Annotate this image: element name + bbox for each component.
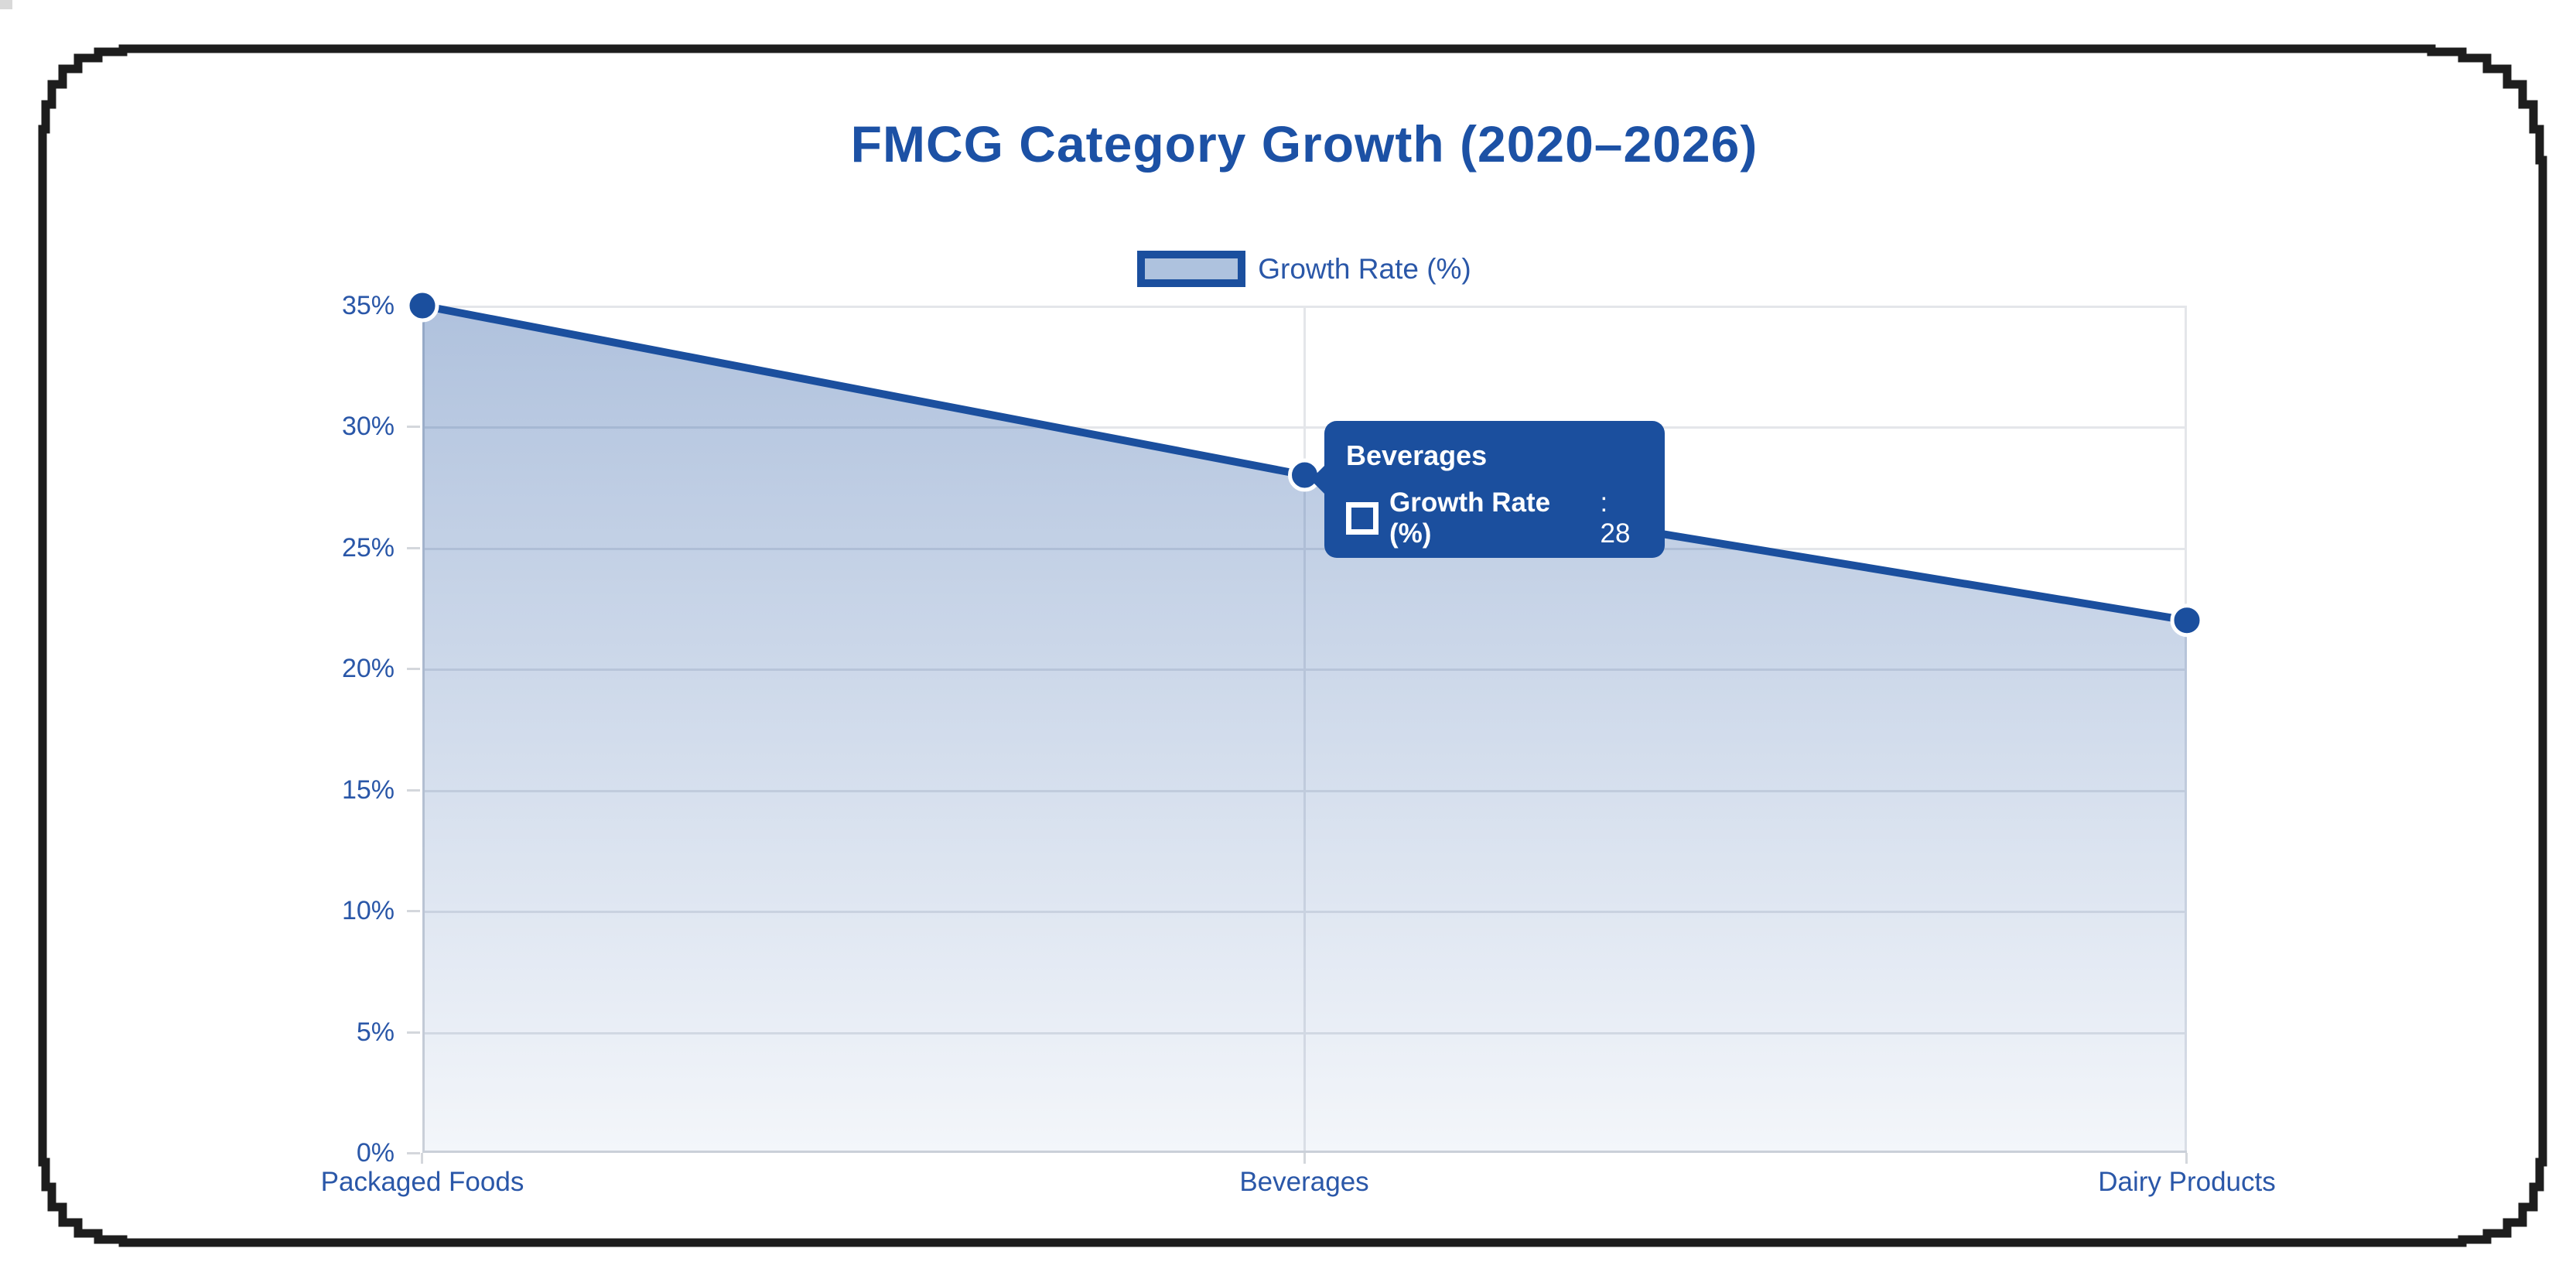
growth-chart bbox=[405, 289, 2204, 1153]
legend-swatch-icon bbox=[1137, 250, 1246, 287]
y-tick bbox=[407, 1152, 420, 1154]
x-tick bbox=[2185, 1153, 2188, 1164]
data-point-dairy-products[interactable] bbox=[2170, 604, 2204, 638]
y-tick-label: 25% bbox=[341, 533, 395, 563]
area-fill bbox=[422, 306, 2187, 1153]
plot-area bbox=[405, 289, 2204, 1164]
y-tick bbox=[407, 426, 420, 428]
y-tick-label: 0% bbox=[356, 1138, 395, 1168]
x-tick bbox=[421, 1153, 423, 1164]
y-tick-label: 35% bbox=[341, 291, 395, 320]
tooltip-title: Beverages bbox=[1346, 439, 1488, 471]
legend[interactable]: Growth Rate (%) bbox=[32, 250, 2576, 287]
y-tick bbox=[407, 547, 420, 549]
tooltip-value: : 28 bbox=[1600, 487, 1631, 549]
x-category-label: Packaged Foods bbox=[320, 1167, 524, 1197]
tooltip-series-label: Growth Rate (%) bbox=[1389, 487, 1551, 549]
y-tick-label: 10% bbox=[341, 896, 395, 925]
chart-title: FMCG Category Growth (2020–2026) bbox=[850, 115, 1758, 173]
corner-artifact bbox=[0, 0, 12, 9]
tooltip-caret-icon bbox=[1310, 464, 1326, 495]
y-tick bbox=[407, 668, 420, 670]
x-tick bbox=[1303, 1153, 1306, 1164]
tooltip: Beverages Growth Rate (%) : 28 bbox=[1310, 421, 1665, 558]
tooltip-swatch-icon bbox=[1346, 502, 1379, 535]
y-tick-label: 20% bbox=[341, 654, 395, 683]
y-tick bbox=[407, 789, 420, 792]
x-category-label: Beverages bbox=[1239, 1167, 1369, 1197]
y-tick-label: 5% bbox=[356, 1017, 395, 1047]
y-tick-label: 30% bbox=[341, 412, 395, 441]
y-tick bbox=[407, 1031, 420, 1034]
x-category-label: Dairy Products bbox=[2098, 1167, 2276, 1197]
legend-label: Growth Rate (%) bbox=[1258, 252, 1471, 285]
y-tick bbox=[407, 910, 420, 912]
y-tick-label: 15% bbox=[341, 775, 395, 805]
data-point-packaged-foods[interactable] bbox=[405, 289, 439, 323]
